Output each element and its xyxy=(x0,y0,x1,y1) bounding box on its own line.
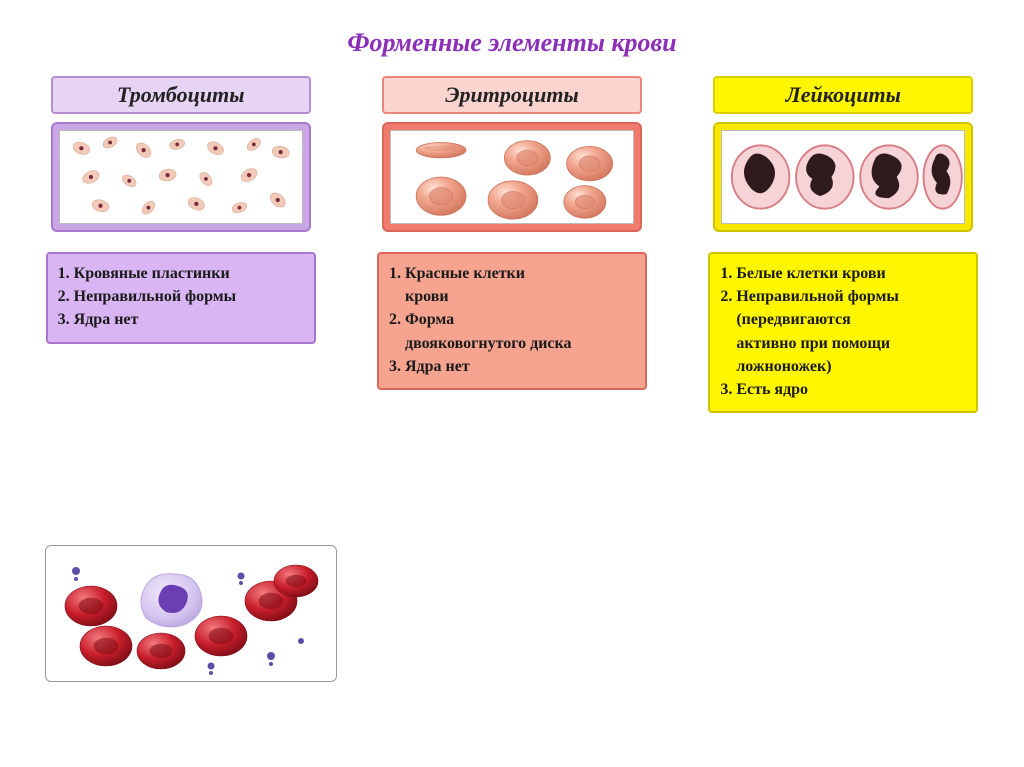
desc-line: крови xyxy=(389,285,635,308)
thrombocytes-header: Тромбоциты xyxy=(51,76,311,114)
desc-line: 2. Неправильной формы xyxy=(58,285,304,308)
leukocytes-image-frame xyxy=(713,122,973,232)
leukocytes-header: Лейкоциты xyxy=(713,76,973,114)
column-erythrocytes: Эритроциты xyxy=(361,76,662,413)
erythrocytes-image-frame xyxy=(382,122,642,232)
desc-line: 3. Ядра нет xyxy=(389,355,635,378)
erythrocytes-header: Эритроциты xyxy=(382,76,642,114)
erythrocytes-image xyxy=(390,130,634,224)
columns-row: Тромбоциты xyxy=(0,76,1024,413)
combined-blood-cells-image xyxy=(45,545,337,682)
page-title: Форменные элементы крови xyxy=(0,0,1024,76)
desc-line: 2. Форма xyxy=(389,308,635,331)
thrombocytes-image-frame xyxy=(51,122,311,232)
leukocytes-desc: 1. Белые клетки крови 2. Неправильной фо… xyxy=(708,252,978,413)
leukocytes-image xyxy=(721,130,965,224)
desc-line: (передвигаются xyxy=(720,308,966,331)
desc-line: 1. Красные клетки xyxy=(389,262,635,285)
desc-line: 2. Неправильной формы xyxy=(720,285,966,308)
desc-line: 1. Белые клетки крови xyxy=(720,262,966,285)
desc-line: ложноножек) xyxy=(720,355,966,378)
desc-line: активно при помощи xyxy=(720,332,966,355)
desc-line: 3. Ядра нет xyxy=(58,308,304,331)
column-leukocytes: Лейкоциты xyxy=(693,76,994,413)
desc-line: 1. Кровяные пластинки xyxy=(58,262,304,285)
desc-line: двояковогнутого диска xyxy=(389,332,635,355)
column-thrombocytes: Тромбоциты xyxy=(30,76,331,413)
erythrocytes-desc: 1. Красные клетки крови 2. Форма двояков… xyxy=(377,252,647,390)
thrombocytes-image xyxy=(59,130,303,224)
thrombocytes-desc: 1. Кровяные пластинки 2. Неправильной фо… xyxy=(46,252,316,344)
desc-line: 3. Есть ядро xyxy=(720,378,966,401)
